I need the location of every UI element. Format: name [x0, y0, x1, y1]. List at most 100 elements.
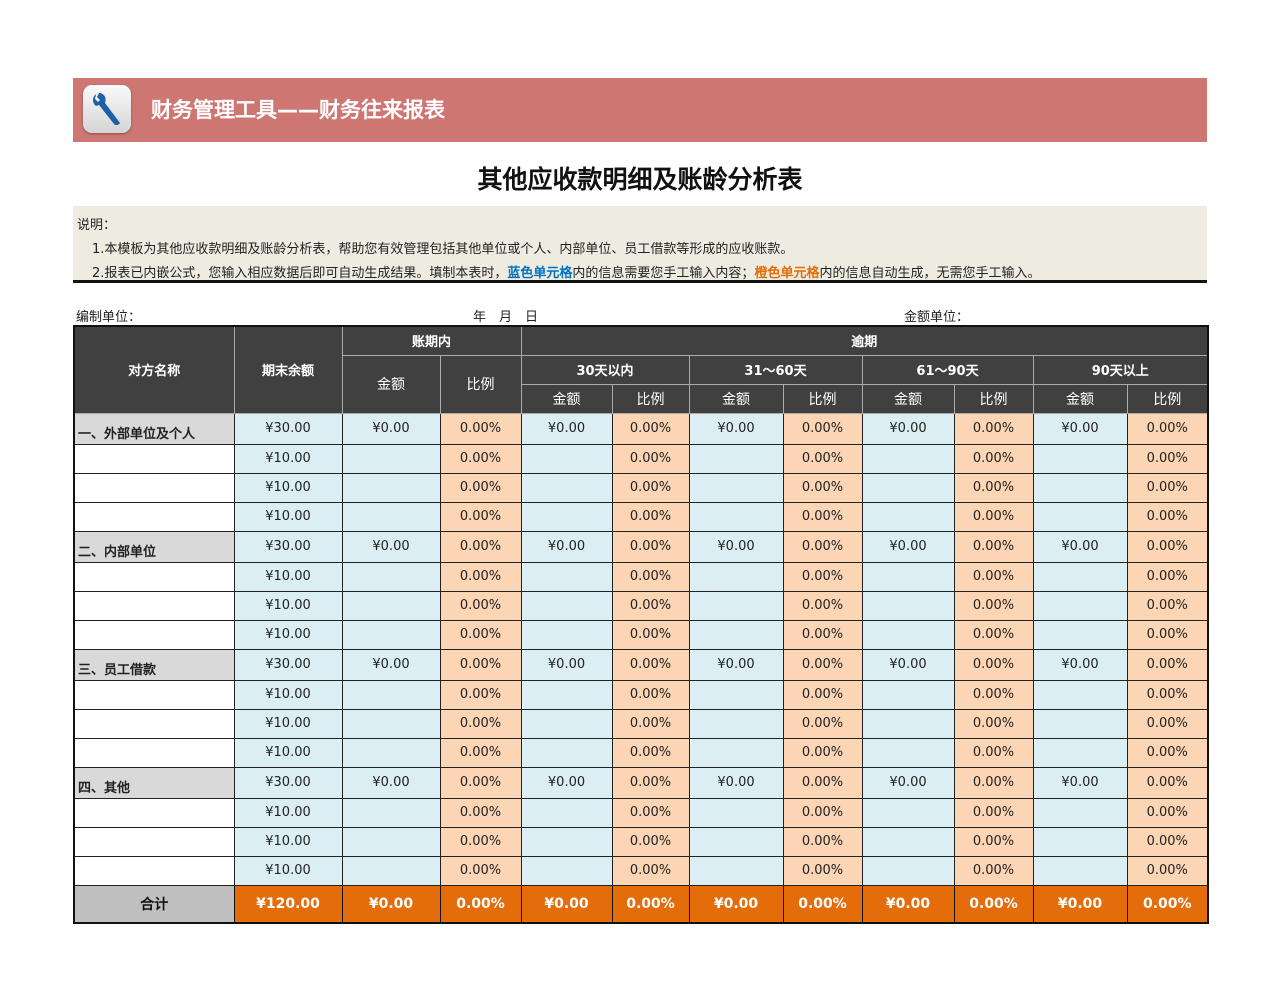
counterparty-name-cell[interactable]: [73, 797, 235, 828]
balance-cell[interactable]: ¥10.00: [233, 737, 343, 768]
amount-cell[interactable]: [688, 619, 784, 650]
balance-cell[interactable]: ¥10.00: [233, 708, 343, 739]
balance-cell[interactable]: ¥10.00: [233, 590, 343, 621]
amount-cell[interactable]: [861, 737, 955, 768]
balance-cell[interactable]: ¥10.00: [233, 679, 343, 710]
amount-cell[interactable]: [861, 797, 955, 828]
amount-cell[interactable]: ¥0.00: [341, 648, 441, 681]
amount-cell[interactable]: ¥0.00: [688, 648, 784, 681]
amount-cell[interactable]: [688, 737, 784, 768]
amount-cell[interactable]: [520, 737, 613, 768]
amount-cell[interactable]: [688, 472, 784, 503]
amount-cell[interactable]: ¥0.00: [688, 530, 784, 563]
balance-cell[interactable]: ¥10.00: [233, 797, 343, 828]
amount-cell[interactable]: ¥0.00: [688, 412, 784, 445]
counterparty-name-cell[interactable]: [73, 561, 235, 592]
amount-cell[interactable]: [1032, 590, 1128, 621]
amount-cell[interactable]: [341, 501, 441, 532]
amount-cell[interactable]: [688, 501, 784, 532]
amount-cell[interactable]: ¥0.00: [341, 412, 441, 445]
amount-cell[interactable]: [341, 708, 441, 739]
counterparty-name-cell[interactable]: [73, 472, 235, 503]
counterparty-name-cell[interactable]: [73, 619, 235, 650]
amount-cell[interactable]: [341, 826, 441, 857]
amount-cell[interactable]: ¥0.00: [520, 648, 613, 681]
amount-cell[interactable]: [688, 679, 784, 710]
balance-cell[interactable]: ¥10.00: [233, 472, 343, 503]
amount-cell[interactable]: [861, 855, 955, 886]
amount-cell[interactable]: [688, 855, 784, 886]
amount-cell[interactable]: ¥0.00: [1032, 766, 1128, 799]
amount-cell[interactable]: [861, 708, 955, 739]
amount-cell[interactable]: [688, 590, 784, 621]
amount-cell[interactable]: ¥0.00: [1032, 648, 1128, 681]
amount-cell[interactable]: ¥0.00: [341, 530, 441, 563]
amount-cell[interactable]: [861, 501, 955, 532]
balance-cell[interactable]: ¥30.00: [233, 530, 343, 563]
amount-cell[interactable]: [520, 855, 613, 886]
amount-cell[interactable]: [1032, 855, 1128, 886]
amount-cell[interactable]: [688, 708, 784, 739]
balance-cell[interactable]: ¥10.00: [233, 443, 343, 474]
amount-cell[interactable]: [1032, 679, 1128, 710]
balance-cell[interactable]: ¥10.00: [233, 855, 343, 886]
amount-cell[interactable]: [341, 855, 441, 886]
amount-cell[interactable]: ¥0.00: [520, 412, 613, 445]
amount-cell[interactable]: [520, 501, 613, 532]
amount-cell[interactable]: [341, 619, 441, 650]
amount-cell[interactable]: ¥0.00: [861, 412, 955, 445]
amount-cell[interactable]: [341, 443, 441, 474]
amount-cell[interactable]: [1032, 797, 1128, 828]
amount-cell[interactable]: ¥0.00: [520, 530, 613, 563]
counterparty-name-cell[interactable]: [73, 855, 235, 886]
amount-cell[interactable]: ¥0.00: [520, 766, 613, 799]
counterparty-name-cell[interactable]: [73, 708, 235, 739]
balance-cell[interactable]: ¥10.00: [233, 501, 343, 532]
amount-cell[interactable]: [341, 679, 441, 710]
counterparty-name-cell[interactable]: [73, 443, 235, 474]
amount-cell[interactable]: [688, 826, 784, 857]
counterparty-name-cell[interactable]: [73, 590, 235, 621]
amount-cell[interactable]: [520, 797, 613, 828]
amount-cell[interactable]: [520, 826, 613, 857]
amount-cell[interactable]: [341, 561, 441, 592]
amount-cell[interactable]: [520, 472, 613, 503]
amount-cell[interactable]: [688, 561, 784, 592]
balance-cell[interactable]: ¥10.00: [233, 619, 343, 650]
amount-cell[interactable]: [520, 708, 613, 739]
counterparty-name-cell[interactable]: [73, 826, 235, 857]
amount-cell[interactable]: ¥0.00: [1032, 412, 1128, 445]
amount-cell[interactable]: [520, 561, 613, 592]
amount-cell[interactable]: [861, 619, 955, 650]
amount-cell[interactable]: [341, 797, 441, 828]
amount-cell[interactable]: [1032, 708, 1128, 739]
amount-cell[interactable]: [341, 472, 441, 503]
amount-cell[interactable]: ¥0.00: [861, 766, 955, 799]
counterparty-name-cell[interactable]: [73, 679, 235, 710]
counterparty-name-cell[interactable]: [73, 737, 235, 768]
amount-cell[interactable]: [520, 590, 613, 621]
amount-cell[interactable]: [1032, 443, 1128, 474]
amount-cell[interactable]: [1032, 826, 1128, 857]
amount-cell[interactable]: ¥0.00: [861, 648, 955, 681]
amount-cell[interactable]: [520, 679, 613, 710]
balance-cell[interactable]: ¥10.00: [233, 826, 343, 857]
counterparty-name-cell[interactable]: [73, 501, 235, 532]
amount-cell[interactable]: [520, 619, 613, 650]
amount-cell[interactable]: [1032, 472, 1128, 503]
balance-cell[interactable]: ¥30.00: [233, 412, 343, 445]
balance-cell[interactable]: ¥30.00: [233, 766, 343, 799]
amount-cell[interactable]: ¥0.00: [341, 766, 441, 799]
amount-cell[interactable]: [1032, 561, 1128, 592]
balance-cell[interactable]: ¥30.00: [233, 648, 343, 681]
amount-cell[interactable]: [861, 472, 955, 503]
amount-cell[interactable]: [1032, 737, 1128, 768]
amount-cell[interactable]: [861, 443, 955, 474]
amount-cell[interactable]: ¥0.00: [861, 530, 955, 563]
amount-cell[interactable]: [520, 443, 613, 474]
amount-cell[interactable]: [861, 590, 955, 621]
amount-cell[interactable]: [341, 590, 441, 621]
amount-cell[interactable]: ¥0.00: [1032, 530, 1128, 563]
amount-cell[interactable]: [1032, 619, 1128, 650]
amount-cell[interactable]: [341, 737, 441, 768]
